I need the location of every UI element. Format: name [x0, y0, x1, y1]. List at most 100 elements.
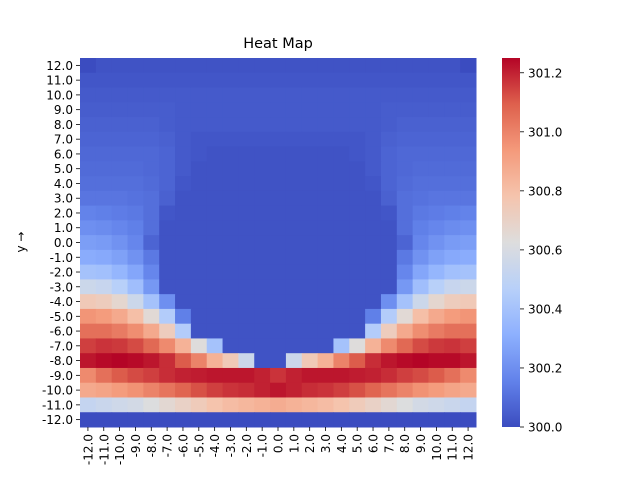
heatmap-cell	[175, 146, 192, 162]
heatmap-cell	[206, 367, 224, 384]
heatmap-cell	[190, 235, 208, 251]
heatmap-cell	[270, 58, 287, 74]
heatmap-cell	[143, 367, 160, 384]
heatmap-cell	[444, 161, 461, 177]
heatmap-cell	[159, 294, 176, 310]
heatmap-cell	[396, 146, 414, 162]
heatmap-cell	[80, 161, 97, 177]
y-tick-label: 6.0	[54, 147, 73, 161]
heatmap-cell	[238, 190, 255, 207]
heatmap-cell	[333, 249, 350, 266]
heatmap-cell	[206, 279, 224, 295]
heatmap-cell	[143, 117, 160, 133]
heatmap-cell	[412, 264, 429, 280]
heatmap-cell	[95, 220, 113, 236]
heatmap-cell	[460, 58, 477, 74]
heatmap-cell	[190, 190, 208, 207]
heatmap-cell	[301, 412, 319, 428]
heatmap-cell	[317, 58, 334, 74]
heatmap-cell	[206, 190, 224, 207]
heatmap-cell	[190, 264, 208, 280]
heatmap-cell	[396, 220, 414, 236]
heatmap-cell	[206, 205, 224, 221]
heatmap-cell	[270, 176, 287, 192]
y-axis-label: y →	[14, 232, 28, 253]
heatmap-cell	[349, 294, 366, 310]
heatmap-cell	[444, 323, 461, 339]
heatmap-cell	[143, 87, 160, 103]
heatmap-cell	[127, 308, 144, 325]
heatmap-cell	[238, 382, 255, 398]
x-tick-label: 11.0	[446, 434, 460, 461]
heatmap-cell	[111, 87, 129, 103]
heatmap-cell	[301, 146, 319, 162]
heatmap-cell	[380, 382, 398, 398]
x-tick-label: 2.0	[303, 434, 317, 453]
heatmap-cell	[254, 323, 271, 339]
heatmap-cell	[317, 294, 334, 310]
heatmap-cell	[349, 220, 366, 236]
heatmap-cell	[444, 117, 461, 133]
heatmap-cell	[190, 72, 208, 89]
heatmap-cell	[175, 397, 192, 413]
heatmap-cell	[270, 249, 287, 266]
heatmap-cell	[254, 146, 271, 162]
heatmap-cell	[380, 353, 398, 369]
heatmap-cell	[317, 205, 334, 221]
heatmap-cell	[175, 264, 192, 280]
heatmap-cell	[206, 412, 224, 428]
heatmap-cell	[428, 249, 445, 266]
heatmap-cell	[238, 58, 255, 74]
heatmap-cell	[111, 117, 129, 133]
heatmap-cell	[349, 382, 366, 398]
heatmap-cell	[301, 87, 319, 103]
heatmap-cell	[333, 397, 350, 413]
heatmap-cell	[206, 161, 224, 177]
y-tick-label: -3.0	[50, 280, 73, 294]
heatmap-cell	[444, 190, 461, 207]
heatmap-cell	[349, 58, 366, 74]
y-tick-label: -12.0	[42, 413, 73, 427]
x-tick-label: -10.0	[113, 434, 127, 465]
heatmap-cell	[159, 382, 176, 398]
heatmap-cell	[301, 102, 319, 118]
heatmap-cell	[175, 102, 192, 118]
heatmap-cell	[317, 87, 334, 103]
heatmap-cell	[254, 382, 271, 398]
x-tick-label: 0.0	[272, 434, 286, 453]
heatmap-cell	[222, 161, 239, 177]
heatmap-cell	[428, 338, 445, 354]
heatmap-cell	[222, 87, 239, 103]
heatmap-cell	[317, 176, 334, 192]
heatmap-cell	[222, 367, 239, 384]
heatmap-cell	[190, 87, 208, 103]
x-tick-label: -12.0	[81, 434, 95, 465]
x-axis: -12.0 -11.0 -10.0 -9.0 -8.0 -7.0 -6.0 -5.0 -4.0-…	[81, 427, 476, 465]
heatmap-cell	[444, 249, 461, 266]
heatmap-cell	[80, 264, 97, 280]
heatmap-cell	[127, 58, 144, 74]
heatmap-cell	[301, 294, 319, 310]
heatmap-cell	[222, 338, 239, 354]
heatmap-cell	[380, 131, 398, 148]
y-tick-label: 12.0	[46, 59, 73, 73]
heatmap-cell	[365, 72, 382, 89]
heatmap-cell	[428, 161, 445, 177]
heatmap-cell	[127, 72, 144, 89]
heatmap-cell	[270, 117, 287, 133]
heatmap-cell	[317, 235, 334, 251]
heatmap-cell	[317, 412, 334, 428]
heatmap-cell	[396, 117, 414, 133]
heatmap-cell	[270, 279, 287, 295]
heatmap-cell	[301, 205, 319, 221]
heatmap-cell	[412, 190, 429, 207]
heatmap-cell	[159, 353, 176, 369]
heatmap-cell	[285, 235, 303, 251]
heatmap-cell	[396, 412, 414, 428]
heatmap-cell	[254, 249, 271, 266]
heatmap-cell	[111, 161, 129, 177]
heatmap-cell	[111, 131, 129, 148]
heatmap-cell	[396, 190, 414, 207]
heatmap-cell	[222, 58, 239, 74]
heatmap-cell	[444, 412, 461, 428]
